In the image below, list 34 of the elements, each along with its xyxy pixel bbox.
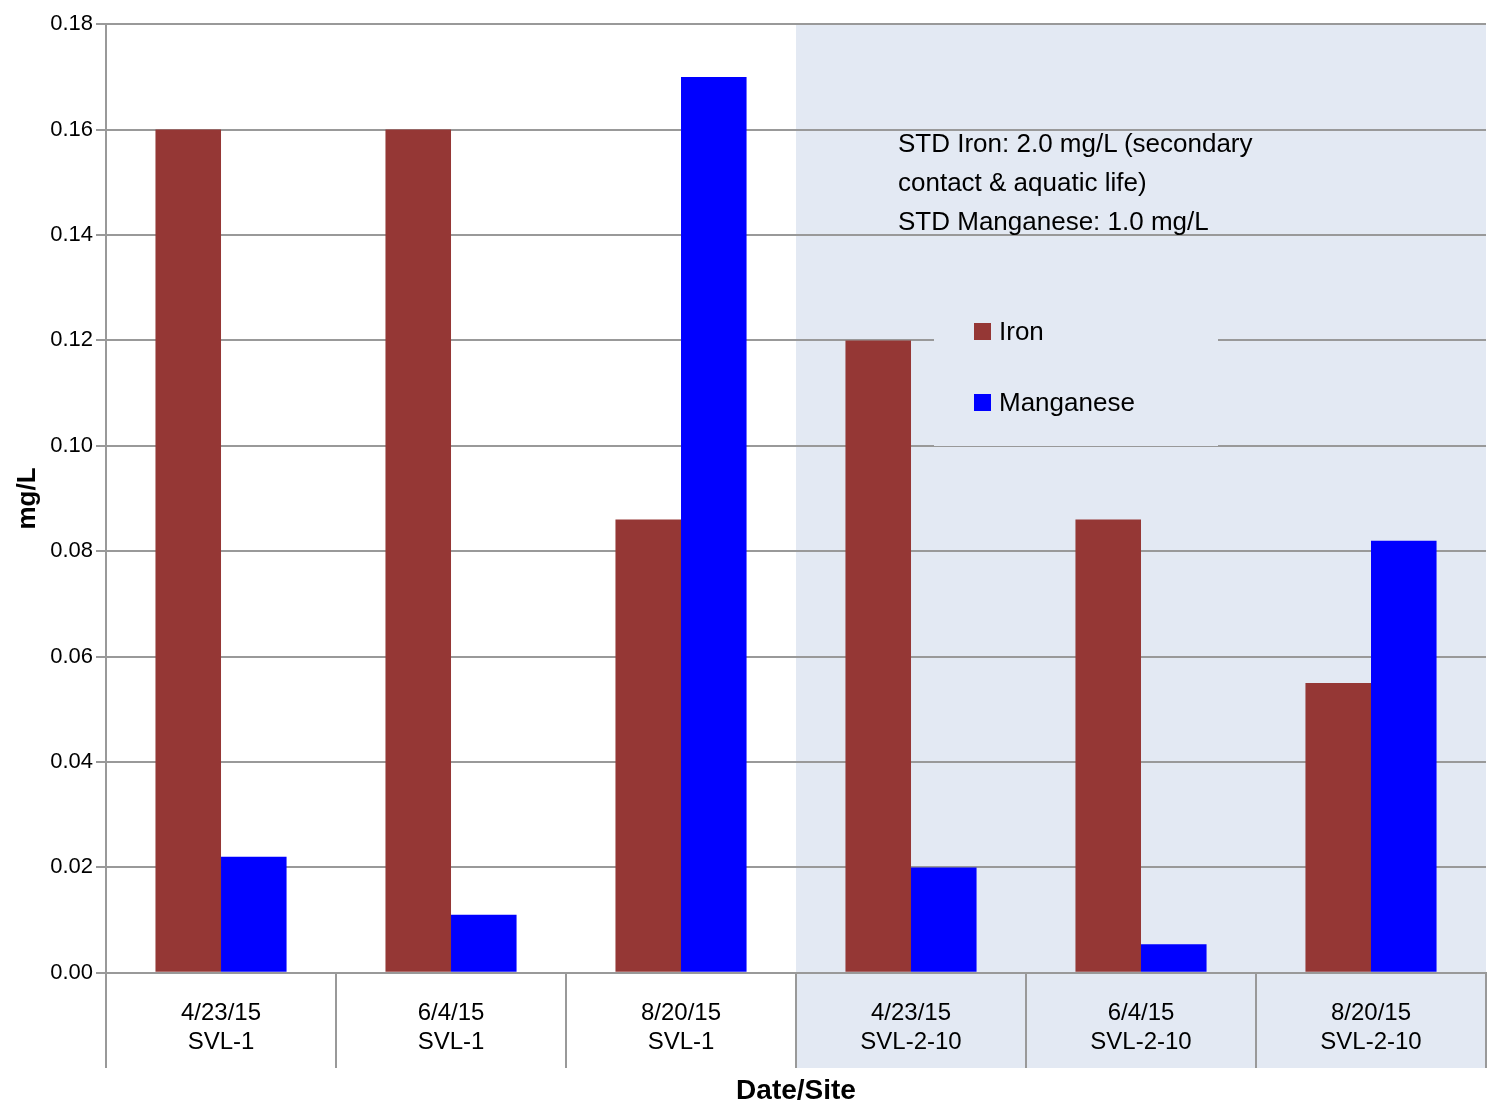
y-tick-label: 0.04 bbox=[50, 748, 94, 774]
x-tick-label: 6/4/15 SVL-1 bbox=[417, 997, 485, 1054]
y-tick-label: 0.06 bbox=[50, 642, 94, 668]
y-tick-label: 0.08 bbox=[50, 537, 94, 563]
bar bbox=[1305, 682, 1371, 972]
bar bbox=[615, 519, 682, 972]
x-tick-label: 4/23/15 SVL-2-10 bbox=[860, 997, 962, 1054]
bar bbox=[1075, 519, 1142, 972]
legend-label: Iron bbox=[999, 316, 1044, 347]
y-tick-label: 0.14 bbox=[50, 221, 94, 247]
y-tick-label: 0.18 bbox=[50, 10, 94, 36]
x-tick-label: 8/20/15 SVL-2-10 bbox=[1320, 997, 1422, 1054]
y-tick-label: 0.02 bbox=[50, 853, 94, 879]
bar bbox=[681, 76, 747, 972]
y-tick-label: 0.16 bbox=[50, 115, 94, 141]
bar bbox=[221, 856, 287, 972]
x-tick-label: 4/23/15 SVL-1 bbox=[180, 997, 262, 1054]
y-axis-title: mg/L bbox=[10, 467, 41, 530]
bar bbox=[911, 867, 977, 972]
y-tick-label: 0.00 bbox=[50, 958, 94, 984]
bar bbox=[155, 129, 222, 972]
y-tick-label: 0.12 bbox=[50, 326, 94, 352]
y-tick-label: 0.10 bbox=[50, 431, 94, 457]
bar bbox=[845, 340, 912, 972]
x-tick-label: 6/4/15 SVL-2-10 bbox=[1090, 997, 1192, 1054]
legend-label: Manganese bbox=[999, 387, 1135, 418]
bar bbox=[451, 914, 517, 972]
bar bbox=[1141, 944, 1207, 972]
bar bbox=[1371, 540, 1437, 972]
bar bbox=[385, 129, 452, 972]
x-axis-title: Date/Site bbox=[736, 1073, 856, 1105]
x-tick-label: 8/20/15 SVL-1 bbox=[640, 997, 722, 1054]
annotation: STD Iron: 2.0 mg/L (secondary contact & aquatic life) bbox=[898, 127, 1254, 199]
annotation: STD Manganese: 1.0 mg/L bbox=[898, 205, 1210, 238]
